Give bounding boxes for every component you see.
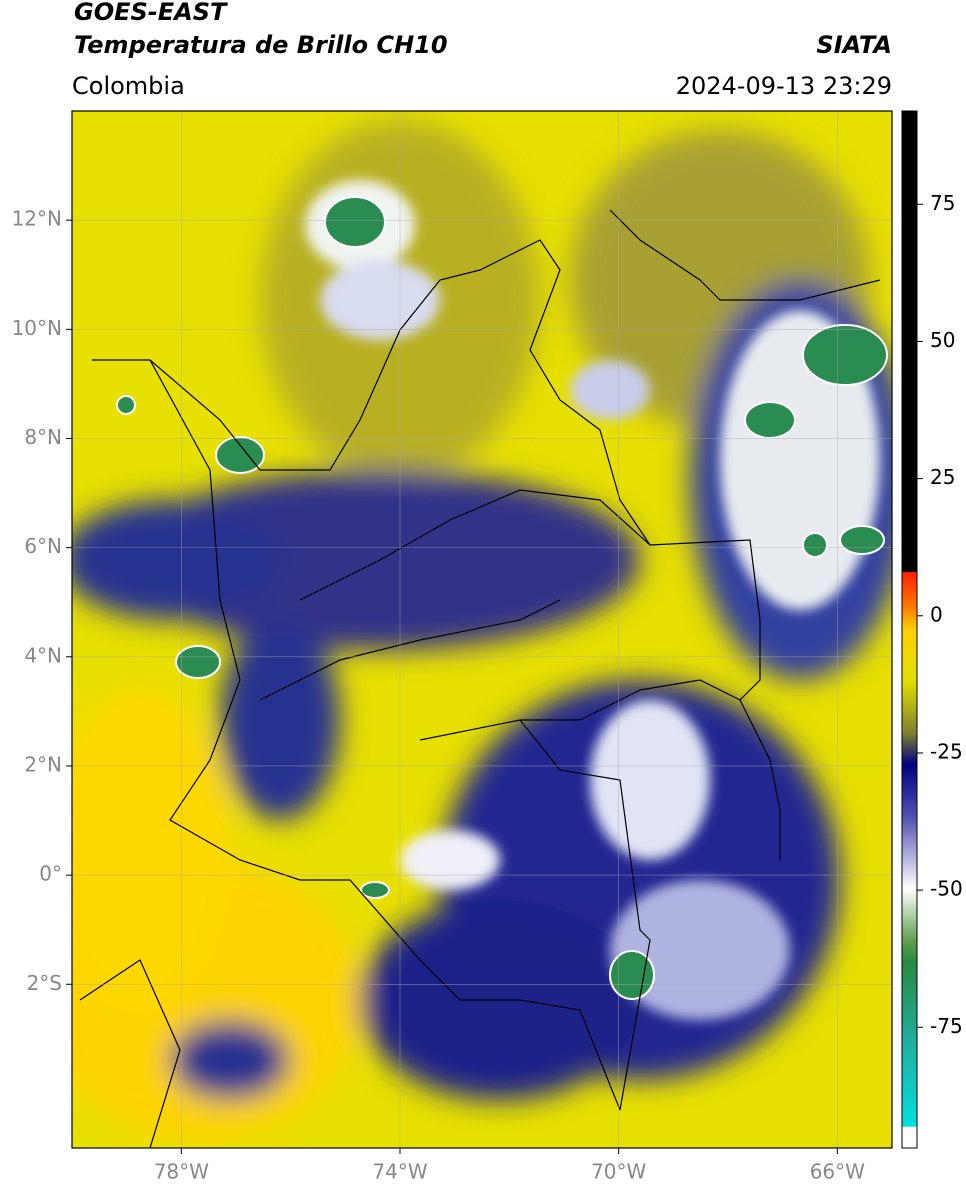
satellite-image xyxy=(72,111,892,1148)
colorbar-tick-label: -25 xyxy=(930,739,963,763)
colorbar-tick-label: 0 xyxy=(930,602,943,626)
colorbar xyxy=(901,110,918,1149)
y-tick-label: 10°N xyxy=(12,316,62,340)
title: GOES-EAST xyxy=(74,0,228,26)
x-tick-label: 70°W xyxy=(591,1160,646,1184)
y-tick-label: 6°N xyxy=(24,534,62,558)
colorbar-tick-label: -75 xyxy=(930,1014,963,1038)
x-tick-label: 78°W xyxy=(154,1160,209,1184)
colorbar-tick-label: 50 xyxy=(930,328,955,352)
y-tick-label: 2°S xyxy=(27,971,62,995)
colorbar-tick-label: 25 xyxy=(930,465,955,489)
x-tick-label: 74°W xyxy=(372,1160,427,1184)
colorbar-tick-label: -50 xyxy=(930,877,963,901)
y-tick-label: 12°N xyxy=(12,207,62,231)
colorbar-tick-label: 75 xyxy=(930,191,955,215)
y-tick-label: 4°N xyxy=(24,643,62,667)
subtitle: Temperatura de Brillo CH10 xyxy=(74,31,448,59)
y-tick-label: 2°N xyxy=(24,752,62,776)
y-tick-label: 0° xyxy=(39,862,62,886)
map-frame xyxy=(71,110,893,1149)
source: SIATA xyxy=(816,31,892,59)
y-tick-label: 8°N xyxy=(24,425,62,449)
x-tick-label: 66°W xyxy=(810,1160,865,1184)
region: Colombia xyxy=(72,72,185,100)
datetime: 2024-09-13 23:29 xyxy=(676,72,892,100)
